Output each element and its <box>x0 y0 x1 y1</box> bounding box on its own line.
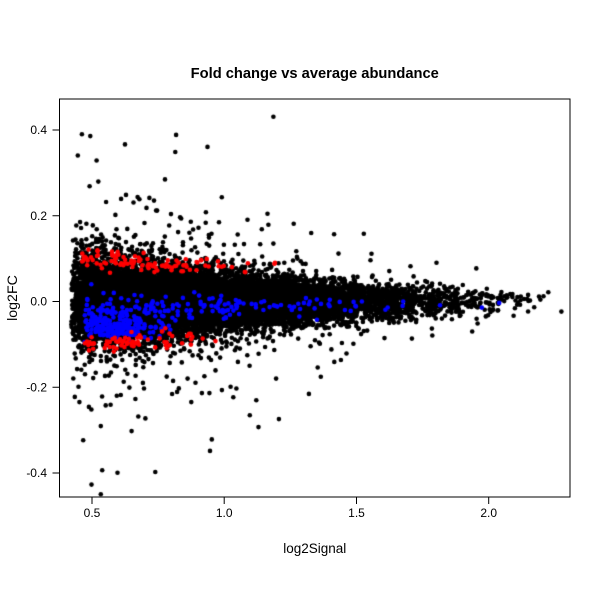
svg-text:1.0: 1.0 <box>216 506 233 520</box>
svg-text:-0.2: -0.2 <box>26 380 47 394</box>
svg-text:-0.4: -0.4 <box>26 466 47 480</box>
svg-text:1.5: 1.5 <box>348 506 365 520</box>
svg-text:0.4: 0.4 <box>30 123 47 137</box>
svg-text:2.0: 2.0 <box>480 506 497 520</box>
svg-text:0.0: 0.0 <box>30 295 47 309</box>
svg-text:log2FC: log2FC <box>5 275 21 321</box>
svg-text:log2Signal: log2Signal <box>283 541 346 556</box>
svg-text:0.2: 0.2 <box>30 209 47 223</box>
svg-text:0.5: 0.5 <box>84 506 101 520</box>
